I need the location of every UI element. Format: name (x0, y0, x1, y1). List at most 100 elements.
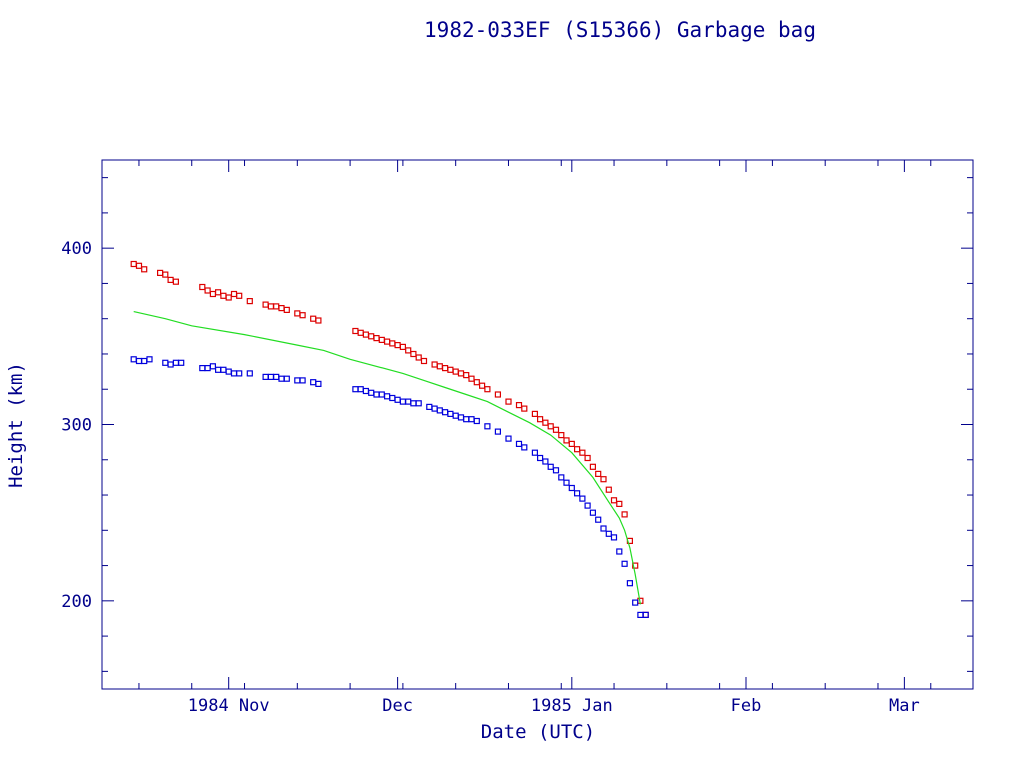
data-point (162, 271, 169, 278)
data-point (299, 377, 306, 384)
data-point (610, 534, 618, 541)
data-point (389, 394, 396, 402)
data-point (621, 511, 628, 518)
data-point (595, 470, 602, 477)
data-point (595, 516, 602, 523)
data-point (531, 449, 539, 456)
data-point (642, 611, 649, 619)
data-point (579, 449, 586, 456)
data-point (552, 467, 560, 474)
x-axis-ticks: 1984 Nov Dec 1985 Jan Feb Mar (138, 160, 932, 716)
plot-area: 200 300 400 1984 Nov Dec 1985 Jan Feb Mar (61, 159, 974, 716)
data-point (230, 370, 238, 377)
data-point (373, 391, 380, 398)
data-point (563, 479, 570, 486)
data-point (310, 379, 317, 386)
x-tick-label: 1984 Nov (188, 696, 270, 716)
data-point (236, 370, 243, 377)
data-point (452, 368, 459, 375)
data-point (463, 372, 470, 379)
data-point (642, 611, 649, 619)
data-point (579, 495, 586, 502)
data-point (236, 292, 243, 299)
data-point (626, 580, 634, 587)
x-tick-label: 1985 Jan (531, 696, 613, 716)
data-point (362, 387, 369, 395)
data-point (315, 317, 322, 324)
data-point (220, 292, 227, 299)
data-point (135, 262, 143, 269)
data-point (547, 463, 554, 470)
data-point (589, 509, 597, 516)
data-point (452, 412, 459, 419)
data-point (436, 363, 443, 370)
data-point (130, 356, 137, 363)
data-point (573, 490, 581, 497)
data-point (135, 357, 143, 365)
data-point (378, 391, 385, 398)
data-point (172, 359, 179, 366)
chart-title: 1982-033EF (S15366) Garbage bag (424, 18, 816, 42)
data-point (262, 373, 269, 380)
data-point (584, 502, 591, 509)
data-point (215, 366, 222, 373)
data-point (278, 305, 285, 312)
y-tick-label: 200 (61, 592, 92, 612)
data-point (542, 419, 549, 426)
data-point (484, 423, 491, 430)
data-point (616, 500, 623, 507)
data-point (273, 303, 280, 310)
data-point (146, 356, 153, 363)
data-point (457, 370, 465, 377)
data-point (399, 343, 406, 350)
data-point (563, 437, 570, 444)
data-point (278, 375, 285, 382)
data-point (605, 530, 612, 537)
data-point (505, 435, 512, 442)
data-point (426, 403, 433, 410)
data-point (415, 354, 422, 361)
data-point (542, 458, 549, 465)
data-point (589, 463, 597, 470)
data-point (536, 454, 544, 462)
data-point (600, 525, 607, 532)
data-point (405, 347, 412, 354)
data-point (457, 414, 465, 421)
data-point (442, 409, 449, 416)
data-point (199, 365, 206, 372)
series-layer (130, 260, 649, 619)
y-tick-label: 300 (61, 416, 92, 436)
data-point (384, 338, 391, 345)
data-point (605, 486, 612, 493)
data-point (357, 386, 364, 393)
data-point (616, 548, 623, 555)
data-point (373, 335, 380, 342)
data-point (362, 331, 369, 338)
data-point (299, 312, 306, 319)
data-point (410, 400, 417, 407)
data-point (283, 375, 290, 382)
data-point (610, 497, 618, 504)
x-tick-label: Mar (889, 696, 920, 716)
y-tick-label: 400 (61, 239, 92, 259)
data-point (463, 416, 470, 423)
data-point (178, 359, 185, 366)
data-point (267, 373, 274, 380)
data-point (410, 350, 417, 358)
data-point (294, 377, 301, 384)
data-point (536, 416, 544, 423)
series-mean-height (133, 311, 641, 605)
x-tick-label: Dec (382, 696, 413, 716)
data-point (394, 396, 401, 403)
data-point (209, 290, 216, 298)
data-point (157, 269, 164, 276)
data-point (494, 428, 501, 435)
data-point (167, 276, 174, 283)
data-point (515, 402, 523, 409)
series-line (133, 311, 641, 605)
data-point (447, 366, 454, 373)
data-point (405, 398, 412, 405)
data-point (473, 417, 480, 425)
x-tick-label: Feb (731, 696, 762, 716)
